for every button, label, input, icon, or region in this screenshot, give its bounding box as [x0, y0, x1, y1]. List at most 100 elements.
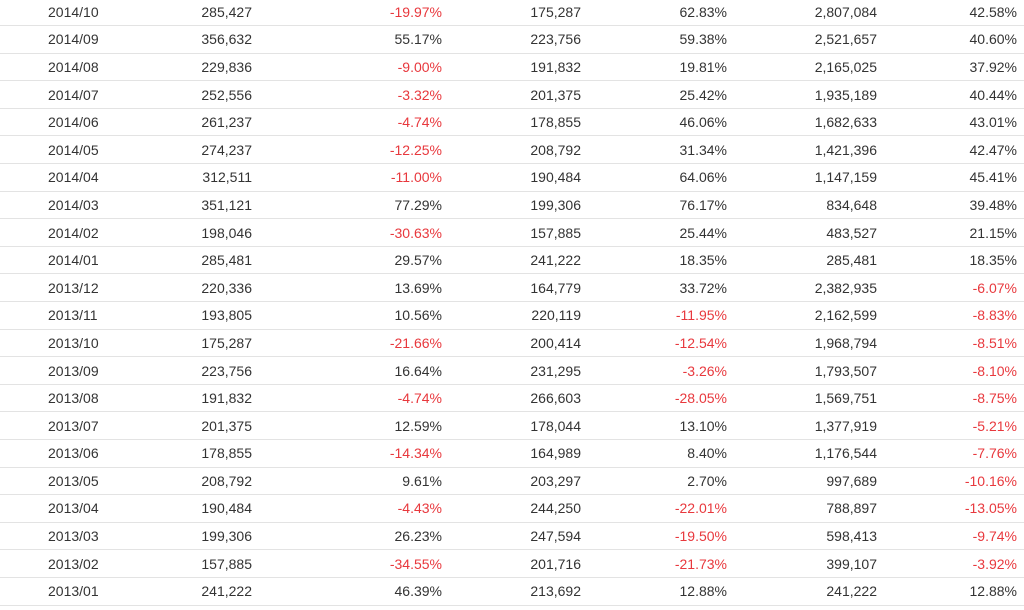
cumulative-change-cell: -7.76% — [884, 439, 1024, 468]
cumulative-change-cell: 18.35% — [884, 246, 1024, 275]
month-cell: 2013/02 — [0, 549, 110, 578]
change-b-cell: 25.44% — [588, 218, 734, 247]
cumulative-change-cell: -9.74% — [884, 522, 1024, 551]
month-cell: 2014/03 — [0, 191, 110, 220]
value-b-cell: 201,716 — [449, 549, 588, 578]
table-row: 2013/04 190,484 -4.43% 244,250 -22.01% 788,89… — [0, 494, 1024, 523]
month-cell: 2014/08 — [0, 53, 110, 82]
value-b-cell: 201,375 — [449, 80, 588, 109]
cumulative-change-cell: 21.15% — [884, 218, 1024, 247]
change-b-cell: -3.26% — [588, 356, 734, 385]
change-b-cell: 64.06% — [588, 163, 734, 192]
change-a-cell: -4.74% — [259, 384, 449, 413]
month-cell: 2013/12 — [0, 273, 110, 303]
value-b-cell: 199,306 — [449, 191, 588, 220]
month-cell: 2014/07 — [0, 80, 110, 109]
table-row: 2014/04 312,511 -11.00% 190,484 64.06% 1,147,… — [0, 163, 1024, 192]
cumulative-change-cell: 45.41% — [884, 163, 1024, 192]
cumulative-cell: 241,222 — [734, 577, 884, 606]
change-a-cell: 13.69% — [259, 273, 449, 303]
month-cell: 2014/02 — [0, 218, 110, 247]
month-cell: 2013/09 — [0, 356, 110, 385]
cumulative-change-cell: 12.88% — [884, 577, 1024, 606]
value-b-cell: 164,779 — [449, 273, 588, 303]
value-a-cell: 175,287 — [110, 329, 259, 358]
value-a-cell: 208,792 — [110, 467, 259, 496]
month-cell: 2013/10 — [0, 329, 110, 358]
cumulative-change-cell: 40.60% — [884, 25, 1024, 54]
cumulative-cell: 483,527 — [734, 218, 884, 247]
value-a-cell: 229,836 — [110, 53, 259, 82]
table-row: 2013/02 157,885 -34.55% 201,716 -21.73% 399,1… — [0, 549, 1024, 578]
month-cell: 2013/06 — [0, 439, 110, 468]
month-cell: 2013/07 — [0, 411, 110, 440]
value-b-cell: 220,119 — [449, 301, 588, 330]
cumulative-cell: 834,648 — [734, 191, 884, 220]
month-cell: 2013/05 — [0, 467, 110, 496]
value-a-cell: 201,375 — [110, 411, 259, 440]
cumulative-cell: 1,793,507 — [734, 356, 884, 385]
cumulative-change-cell: -3.92% — [884, 549, 1024, 578]
month-cell: 2013/11 — [0, 301, 110, 330]
value-a-cell: 285,481 — [110, 246, 259, 275]
change-b-cell: 76.17% — [588, 191, 734, 220]
cumulative-change-cell: 42.47% — [884, 135, 1024, 165]
value-a-cell: 351,121 — [110, 191, 259, 220]
cumulative-change-cell: 37.92% — [884, 53, 1024, 82]
cumulative-change-cell: -8.51% — [884, 329, 1024, 358]
table-row: 2013/11 193,805 10.56% 220,119 -11.95% 2,162,… — [0, 301, 1024, 330]
change-b-cell: -12.54% — [588, 329, 734, 358]
change-a-cell: -12.25% — [259, 135, 449, 165]
change-a-cell: -30.63% — [259, 218, 449, 247]
table-row: 2014/10 285,427 -19.97% 175,287 62.83% 2,807,… — [0, 0, 1024, 27]
value-a-cell: 191,832 — [110, 384, 259, 413]
value-a-cell: 274,237 — [110, 135, 259, 165]
cumulative-change-cell: -13.05% — [884, 494, 1024, 523]
table-row: 2013/07 201,375 12.59% 178,044 13.10% 1,377,9… — [0, 411, 1024, 440]
value-a-cell: 312,511 — [110, 163, 259, 192]
change-a-cell: -9.00% — [259, 53, 449, 82]
change-b-cell: -11.95% — [588, 301, 734, 330]
month-cell: 2013/01 — [0, 577, 110, 606]
month-cell: 2013/03 — [0, 522, 110, 551]
value-a-cell: 199,306 — [110, 522, 259, 551]
month-cell: 2013/08 — [0, 384, 110, 413]
cumulative-cell: 1,682,633 — [734, 108, 884, 137]
value-b-cell: 231,295 — [449, 356, 588, 385]
change-b-cell: -21.73% — [588, 549, 734, 578]
month-cell: 2014/10 — [0, 0, 110, 27]
change-b-cell: 18.35% — [588, 246, 734, 275]
change-b-cell: 2.70% — [588, 467, 734, 496]
cumulative-cell: 997,689 — [734, 467, 884, 496]
cumulative-cell: 1,377,919 — [734, 411, 884, 440]
cumulative-change-cell: 42.58% — [884, 0, 1024, 27]
cumulative-cell: 598,413 — [734, 522, 884, 551]
table-row: 2013/10 175,287 -21.66% 200,414 -12.54% 1,968… — [0, 329, 1024, 358]
value-b-cell: 178,044 — [449, 411, 588, 440]
change-b-cell: 59.38% — [588, 25, 734, 54]
value-b-cell: 244,250 — [449, 494, 588, 523]
cumulative-cell: 285,481 — [734, 246, 884, 275]
value-a-cell: 223,756 — [110, 356, 259, 385]
change-a-cell: 9.61% — [259, 467, 449, 496]
change-b-cell: 19.81% — [588, 53, 734, 82]
cumulative-change-cell: 40.44% — [884, 80, 1024, 109]
cumulative-change-cell: -8.75% — [884, 384, 1024, 413]
cumulative-cell: 2,521,657 — [734, 25, 884, 54]
value-b-cell: 178,855 — [449, 108, 588, 137]
change-b-cell: 33.72% — [588, 273, 734, 303]
value-b-cell: 157,885 — [449, 218, 588, 247]
cumulative-change-cell: -5.21% — [884, 411, 1024, 440]
change-a-cell: -3.32% — [259, 80, 449, 109]
cumulative-cell: 1,147,159 — [734, 163, 884, 192]
change-a-cell: 10.56% — [259, 301, 449, 330]
cumulative-cell: 399,107 — [734, 549, 884, 578]
cumulative-cell: 788,897 — [734, 494, 884, 523]
value-b-cell: 203,297 — [449, 467, 588, 496]
change-a-cell: 77.29% — [259, 191, 449, 220]
table-row: 2014/02 198,046 -30.63% 157,885 25.44% 483,52… — [0, 218, 1024, 247]
change-a-cell: 29.57% — [259, 246, 449, 275]
cumulative-cell: 1,935,189 — [734, 80, 884, 109]
value-b-cell: 200,414 — [449, 329, 588, 358]
